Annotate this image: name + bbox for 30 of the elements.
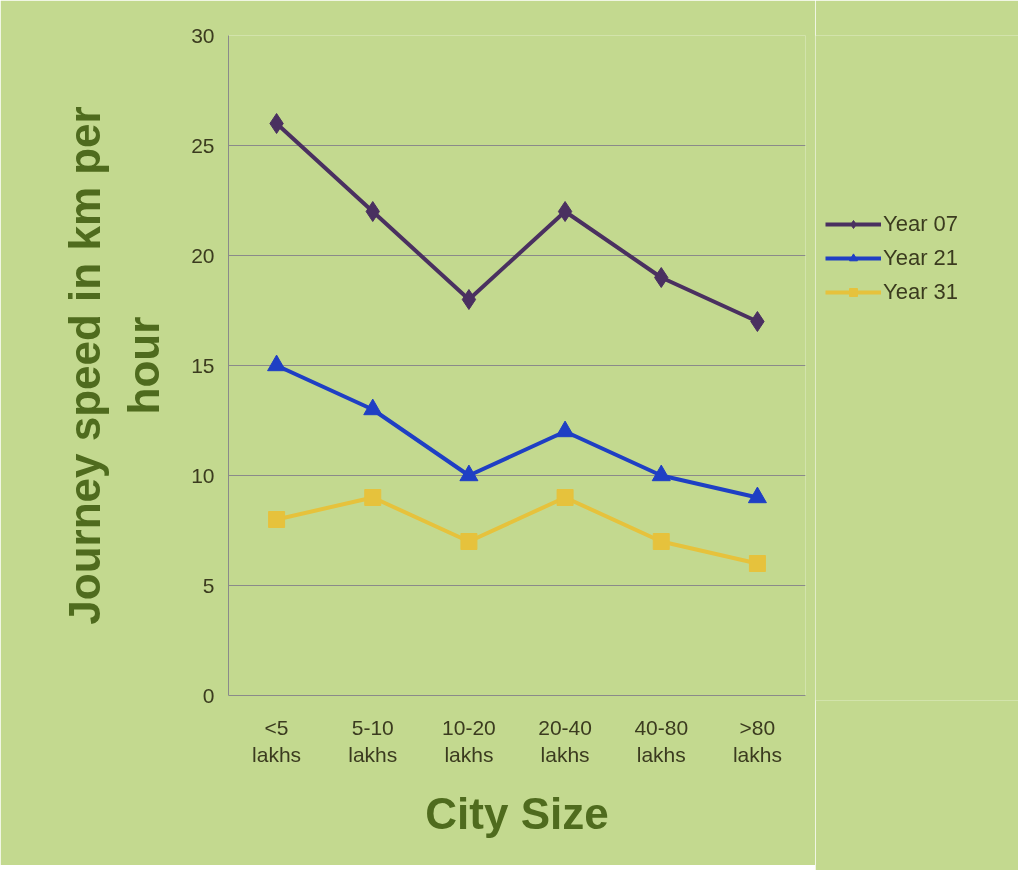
y-tick-label: 10 [191, 463, 215, 487]
y-tick-label: 15 [191, 353, 215, 377]
x-tick-label: >80 lakhs [732, 715, 782, 767]
y-axis-title: Journey speed in km per hour [60, 106, 169, 625]
x-tick-label: 40-80 lakhs [634, 715, 689, 767]
point [557, 201, 573, 222]
x-tick-label: 20-40 lakhs [538, 715, 592, 767]
point [748, 555, 766, 572]
y-tick-label: 20 [191, 243, 215, 267]
y-tick-label: 0 [202, 683, 215, 707]
legend-label: Year 07 [883, 211, 959, 237]
point [460, 533, 478, 550]
y-tick-label: 5 [202, 573, 215, 597]
legend-label: Year 21 [883, 245, 959, 271]
point [652, 533, 670, 550]
point [268, 511, 286, 528]
point [365, 201, 380, 222]
y-tick-label: 30 [191, 23, 215, 47]
legend-label: Year 31 [883, 279, 959, 305]
x-tick-label: <5 lakhs [252, 715, 302, 767]
point [269, 113, 284, 134]
x-tick-label: 5-10 lakhs [348, 715, 398, 767]
point [750, 311, 765, 332]
x-tick-label: 10-20 lakhs [442, 715, 496, 767]
x-axis-title: City Size [425, 789, 609, 839]
point [461, 289, 477, 310]
point [654, 267, 669, 288]
point [556, 489, 574, 506]
point [364, 489, 382, 506]
y-tick-label: 25 [191, 133, 215, 157]
